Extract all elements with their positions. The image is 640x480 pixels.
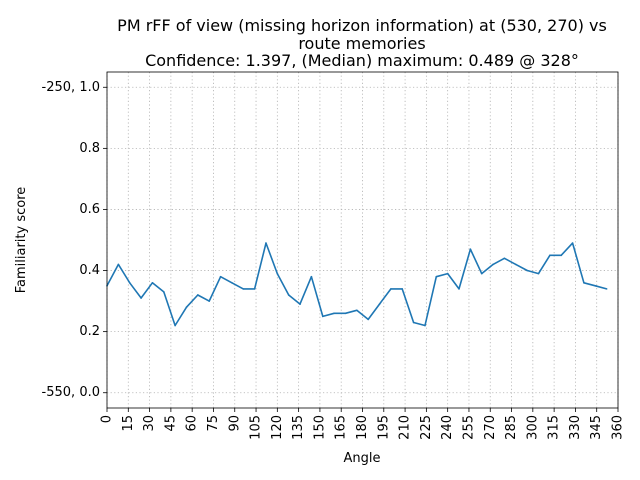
series-line <box>106 242 607 327</box>
x-tick-label: 45 <box>163 415 178 432</box>
data-point <box>605 288 608 290</box>
data-point <box>583 281 585 284</box>
data-point <box>299 303 301 305</box>
y-tick-label: 0.2 <box>79 324 100 339</box>
x-tick-label: 300 <box>525 415 540 440</box>
data-point <box>549 254 551 257</box>
y-tick-label: 0.8 <box>79 141 100 156</box>
data-point <box>162 291 165 293</box>
data-point <box>412 321 415 324</box>
x-tick-label: 165 <box>334 415 349 440</box>
x-axis-label: Angle <box>344 451 381 466</box>
x-tick-label: 255 <box>461 415 476 440</box>
data-point <box>242 288 245 290</box>
data-point <box>231 281 233 284</box>
data-point <box>253 288 256 290</box>
data-point <box>571 242 574 244</box>
x-tick-label: 225 <box>419 415 434 440</box>
data-point <box>390 288 392 290</box>
data-point <box>174 324 176 327</box>
x-tick-label: 270 <box>483 415 498 440</box>
data-point <box>265 242 267 244</box>
data-point <box>560 254 563 257</box>
x-tick-label: 150 <box>312 415 327 440</box>
data-point <box>128 281 131 284</box>
data-point <box>344 312 347 315</box>
data-point <box>367 318 369 321</box>
x-axis-ticks: 0 15 30 45 60 75 90 105 120 135 150 165 180 195 210 225… <box>100 408 626 440</box>
x-tick-label: 285 <box>504 415 519 440</box>
data-point <box>185 306 188 309</box>
data-point <box>526 269 528 272</box>
title-line-2: route memories <box>298 34 425 53</box>
data-point <box>469 248 472 250</box>
grid <box>106 72 619 408</box>
series-layer <box>106 242 608 327</box>
data-point <box>356 309 358 312</box>
data-point <box>151 281 154 284</box>
x-tick-label: 315 <box>547 415 562 440</box>
data-point <box>117 263 120 266</box>
y-tick-label: -250, 1.0 <box>42 80 100 95</box>
x-tick-label: 105 <box>249 415 264 440</box>
data-point <box>378 303 381 305</box>
data-point <box>492 263 494 266</box>
x-tick-label: 0 <box>100 415 115 423</box>
data-point <box>219 275 222 278</box>
data-point <box>480 272 483 275</box>
x-tick-label: 75 <box>206 415 221 432</box>
x-tick-label: 135 <box>291 415 306 440</box>
data-point <box>321 315 324 318</box>
chart-title: PM rFF of view (missing horizon informat… <box>117 16 607 70</box>
x-tick-label: 240 <box>440 415 455 440</box>
y-axis-label: Familiarity score <box>14 187 29 294</box>
x-tick-label: 15 <box>121 415 136 432</box>
data-point <box>197 294 199 296</box>
data-point <box>537 272 540 275</box>
x-tick-label: 345 <box>589 415 604 440</box>
title-line-1: PM rFF of view (missing horizon informat… <box>117 16 607 35</box>
x-tick-label: 210 <box>398 415 413 440</box>
x-tick-label: 180 <box>355 415 370 440</box>
x-tick-label: 60 <box>185 415 200 432</box>
data-point <box>333 312 335 315</box>
x-tick-label: 120 <box>270 415 285 440</box>
data-point <box>310 275 313 278</box>
x-tick-label: 30 <box>142 415 157 432</box>
data-point <box>503 257 506 260</box>
data-point <box>458 288 460 290</box>
data-point <box>446 272 449 275</box>
y-axis-ticks: -550, 0.0 0.2 0.4 0.6 0.8 -250, 1.0 <box>42 80 107 400</box>
data-point <box>424 324 426 327</box>
y-tick-label: 0.4 <box>79 263 100 278</box>
title-line-3: Confidence: 1.397, (Median) maximum: 0.4… <box>145 51 579 70</box>
data-point <box>276 272 279 275</box>
data-point <box>208 300 210 302</box>
y-tick-label: 0.6 <box>79 202 100 217</box>
y-tick-label: -550, 0.0 <box>42 385 100 400</box>
x-tick-label: 360 <box>611 415 626 440</box>
data-point <box>287 294 290 296</box>
data-point <box>594 285 597 287</box>
data-point <box>515 263 517 266</box>
data-point <box>435 275 438 278</box>
data-point <box>140 297 142 299</box>
x-tick-label: 90 <box>227 415 242 432</box>
data-point <box>401 288 404 290</box>
x-tick-label: 195 <box>376 415 391 440</box>
x-tick-label: 330 <box>568 415 583 440</box>
